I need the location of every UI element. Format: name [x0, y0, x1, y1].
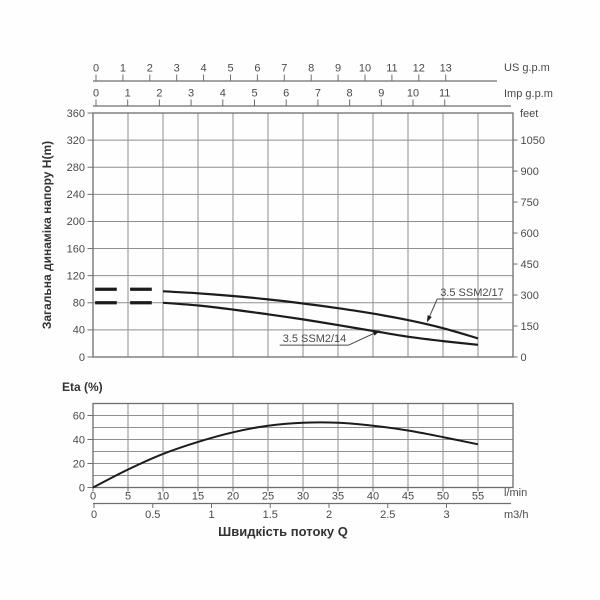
- us-gpm-tick-label: 4: [201, 63, 207, 75]
- lmin-tick-label: 20: [227, 491, 239, 503]
- head-plot-border: [92, 112, 514, 358]
- leader-arrow: [372, 330, 380, 336]
- imp-gpm-axis-label: Imp g.p.m: [504, 88, 553, 100]
- head-y-tick-label: 160: [67, 243, 85, 255]
- eta-y-tick-label: 0: [79, 482, 85, 494]
- us-gpm-tick-label: 10: [359, 63, 371, 75]
- feet-tick-label: 300: [521, 290, 539, 302]
- head-y-tick-label: 120: [67, 270, 85, 282]
- us-gpm-tick-label: 13: [440, 63, 452, 75]
- axes-layer: 0 1 2 3 4 5 6 7 8 9 10 11 12 130 1 2 3 4 5 6 7 8 9 10 1104080120…: [67, 63, 545, 522]
- leader-arrow: [426, 315, 432, 323]
- m3h-axis-label: m3/h: [504, 509, 528, 521]
- leader-line: [429, 298, 438, 317]
- head-y-tick-label: 280: [67, 162, 85, 174]
- feet-tick-label: 750: [521, 197, 539, 209]
- annotations-layer: 3.5 SSM2/17 3.5 SSM2/14: [279, 287, 504, 346]
- m3h-tick-label: 0.5: [145, 509, 160, 521]
- head-curve: [162, 301, 479, 346]
- feet-tick-label: 450: [521, 259, 539, 271]
- feet-tick-label: 0: [521, 352, 527, 364]
- lmin-tick-label: 35: [332, 491, 344, 503]
- head-y-tick-label: 240: [67, 189, 85, 201]
- eta-curve: [92, 421, 479, 489]
- imp-gpm-tick-label: 5: [251, 88, 257, 100]
- imp-gpm-tick-label: 2: [156, 88, 162, 100]
- head-y-tick-label: 360: [67, 108, 85, 120]
- m3h-tick-label: 0: [91, 509, 97, 521]
- feet-tick-label: 1050: [521, 135, 545, 147]
- imp-gpm-tick-label: 6: [283, 88, 289, 100]
- head-y-tick-label: 200: [67, 216, 85, 228]
- lmin-tick-label: 5: [125, 491, 131, 503]
- lmin-tick-label: 30: [297, 491, 309, 503]
- us-gpm-tick-label: 3: [174, 63, 180, 75]
- feet-tick-label: 900: [521, 166, 539, 178]
- head-y-tick-label: 80: [73, 298, 85, 310]
- lmin-tick-label: 40: [367, 491, 379, 503]
- feet-axis-label: feet: [520, 108, 538, 120]
- m3h-tick-label: 1.5: [263, 509, 278, 521]
- head-y-axis-title: Загальна динаміка напору H(m): [40, 141, 54, 329]
- feet-tick-label: 600: [521, 228, 539, 240]
- lmin-tick-label: 15: [192, 491, 204, 503]
- us-gpm-tick-label: 9: [335, 63, 341, 75]
- leader-line: [348, 333, 374, 346]
- head-y-tick-label: 320: [67, 135, 85, 147]
- imp-gpm-tick-label: 10: [407, 88, 419, 100]
- lmin-tick-label: 10: [157, 491, 169, 503]
- imp-gpm-tick-label: 0: [93, 88, 99, 100]
- curve-label: 3.5 SSM2/14: [283, 333, 347, 345]
- lmin-tick-label: 45: [402, 491, 414, 503]
- imp-gpm-tick-label: 3: [188, 88, 194, 100]
- m3h-tick-label: 3: [443, 509, 449, 521]
- us-gpm-tick-label: 8: [308, 63, 314, 75]
- lmin-axis-label: l/min: [504, 487, 527, 499]
- us-gpm-tick-label: 7: [281, 63, 287, 75]
- us-gpm-tick-label: 0: [93, 63, 99, 75]
- curve-label: 3.5 SSM2/17: [440, 287, 504, 299]
- imp-gpm-tick-label: 1: [125, 88, 131, 100]
- imp-gpm-tick-label: 7: [315, 88, 321, 100]
- x-axis-title: Швидкість потоку Q: [218, 524, 348, 539]
- us-gpm-tick-label: 5: [227, 63, 233, 75]
- us-gpm-tick-label: 1: [120, 63, 126, 75]
- eta-y-tick-label: 40: [73, 434, 85, 446]
- gridlines-layer: [92, 112, 514, 489]
- eta-axis-label: Eta (%): [62, 380, 103, 394]
- us-gpm-tick-label: 6: [254, 63, 260, 75]
- lmin-tick-label: 0: [90, 491, 96, 503]
- curves-layer: [92, 287, 479, 489]
- head-y-tick-label: 0: [79, 352, 85, 364]
- m3h-tick-label: 2.5: [380, 509, 395, 521]
- imp-gpm-tick-label: 9: [378, 88, 384, 100]
- imp-gpm-tick-label: 8: [347, 88, 353, 100]
- head-curve: [162, 290, 479, 340]
- feet-tick-label: 150: [521, 321, 539, 333]
- lmin-tick-label: 25: [262, 491, 274, 503]
- imp-gpm-tick-label: 11: [439, 88, 450, 100]
- lmin-tick-label: 50: [437, 491, 449, 503]
- eta-y-tick-label: 60: [73, 410, 85, 422]
- us-gpm-axis-label: US g.p.m: [504, 62, 550, 74]
- m3h-tick-label: 1: [208, 509, 214, 521]
- imp-gpm-tick-label: 4: [220, 88, 226, 100]
- us-gpm-tick-label: 12: [413, 63, 425, 75]
- lmin-tick-label: 55: [472, 491, 484, 503]
- us-gpm-tick-label: 2: [147, 63, 153, 75]
- us-gpm-tick-label: 11: [386, 63, 397, 75]
- m3h-tick-label: 2: [326, 509, 332, 521]
- eta-y-tick-label: 20: [73, 458, 85, 470]
- head-y-tick-label: 40: [73, 325, 85, 337]
